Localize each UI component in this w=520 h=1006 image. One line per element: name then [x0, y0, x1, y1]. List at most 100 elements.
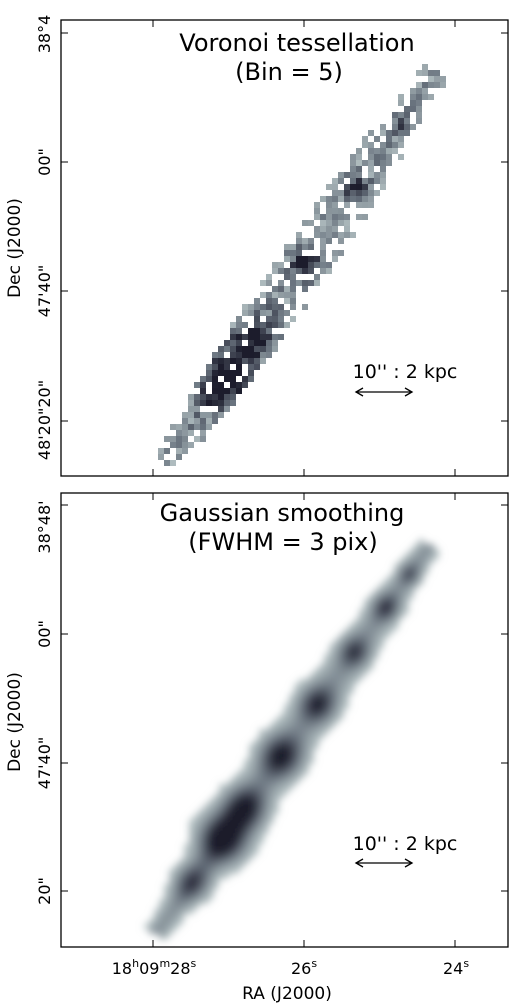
image-pixel: [176, 430, 182, 436]
image-pixel: [404, 584, 409, 589]
image-pixel: [334, 699, 339, 704]
image-pixel: [234, 829, 239, 834]
image-pixel: [409, 594, 414, 599]
image-pixel: [334, 689, 339, 694]
image-pixel: [332, 202, 338, 208]
image-pixel: [218, 370, 224, 376]
image-pixel: [164, 460, 170, 466]
image-pixel: [389, 619, 394, 624]
image-pixel: [386, 160, 392, 166]
image-pixel: [290, 280, 296, 286]
image-pixel: [199, 834, 204, 839]
image-pixel: [350, 184, 356, 190]
image-pixel: [194, 864, 199, 869]
image-pixel: [314, 208, 320, 214]
image-pixel: [364, 609, 369, 614]
image-pixel: [422, 64, 428, 70]
image-pixel: [279, 754, 284, 759]
image-pixel: [204, 899, 209, 904]
image-pixel: [364, 664, 369, 669]
image-pixel: [380, 124, 386, 130]
image-pixel: [279, 734, 284, 739]
image-pixel: [176, 442, 182, 448]
image-pixel: [290, 268, 296, 274]
image-pixel: [259, 749, 264, 754]
xtick-part: 18: [112, 959, 132, 978]
image-pixel: [319, 694, 324, 699]
image-pixel: [214, 839, 219, 844]
image-pixel: [416, 106, 422, 112]
image-pixel: [359, 664, 364, 669]
image-pixel: [364, 619, 369, 624]
image-pixel: [239, 844, 244, 849]
image-pixel: [214, 854, 219, 859]
image-pixel: [339, 659, 344, 664]
image-pixel: [398, 154, 404, 160]
image-pixel: [264, 774, 269, 779]
image-pixel: [368, 154, 374, 160]
image-pixel: [249, 799, 254, 804]
image-pixel: [380, 130, 386, 136]
image-pixel: [369, 624, 374, 629]
xtick-part: h: [132, 957, 139, 970]
image-pixel: [154, 919, 159, 924]
image-pixel: [164, 919, 169, 924]
image-pixel: [399, 579, 404, 584]
image-pixel: [299, 684, 304, 689]
image-pixel: [224, 859, 229, 864]
image-pixel: [149, 924, 154, 929]
image-pixel: [254, 744, 259, 749]
image-pixel: [364, 634, 369, 639]
image-pixel: [236, 370, 242, 376]
image-pixel: [299, 679, 304, 684]
image-pixel: [424, 554, 429, 559]
image-pixel: [329, 654, 334, 659]
image-pixel: [399, 599, 404, 604]
image-pixel: [269, 724, 274, 729]
image-pixel: [299, 704, 304, 709]
image-pixel: [380, 172, 386, 178]
image-pixel: [309, 689, 314, 694]
image-pixel: [344, 202, 350, 208]
image-pixel: [304, 684, 309, 689]
image-pixel: [294, 779, 299, 784]
image-pixel: [179, 904, 184, 909]
image-pixel: [324, 714, 329, 719]
image-pixel: [278, 304, 284, 310]
image-pixel: [338, 214, 344, 220]
image-pixel: [290, 292, 296, 298]
image-pixel: [320, 268, 326, 274]
image-pixel: [259, 804, 264, 809]
image-pixel: [309, 704, 314, 709]
image-pixel: [254, 364, 260, 370]
image-pixel: [399, 594, 404, 599]
image-pixel: [219, 874, 224, 879]
image-pixel: [332, 208, 338, 214]
image-pixel: [209, 844, 214, 849]
image-pixel: [338, 238, 344, 244]
image-pixel: [236, 340, 242, 346]
image-pixel: [294, 709, 299, 714]
image-pixel: [356, 166, 362, 172]
image-pixel: [299, 724, 304, 729]
image-pixel: [356, 160, 362, 166]
image-pixel: [314, 232, 320, 238]
image-pixel: [206, 394, 212, 400]
image-pixel: [224, 804, 229, 809]
image-pixel: [176, 448, 182, 454]
image-pixel: [249, 829, 254, 834]
image-pixel: [194, 829, 199, 834]
image-pixel: [269, 729, 274, 734]
image-pixel: [269, 809, 274, 814]
image-pixel: [234, 869, 239, 874]
image-pixel: [209, 879, 214, 884]
image-pixel: [200, 388, 206, 394]
image-pixel: [264, 734, 269, 739]
image-pixel: [260, 358, 266, 364]
image-pixel: [269, 774, 274, 779]
image-pixel: [214, 849, 219, 854]
image-pixel: [339, 644, 344, 649]
image-pixel: [164, 894, 169, 899]
image-pixel: [239, 779, 244, 784]
image-pixel: [284, 268, 290, 274]
